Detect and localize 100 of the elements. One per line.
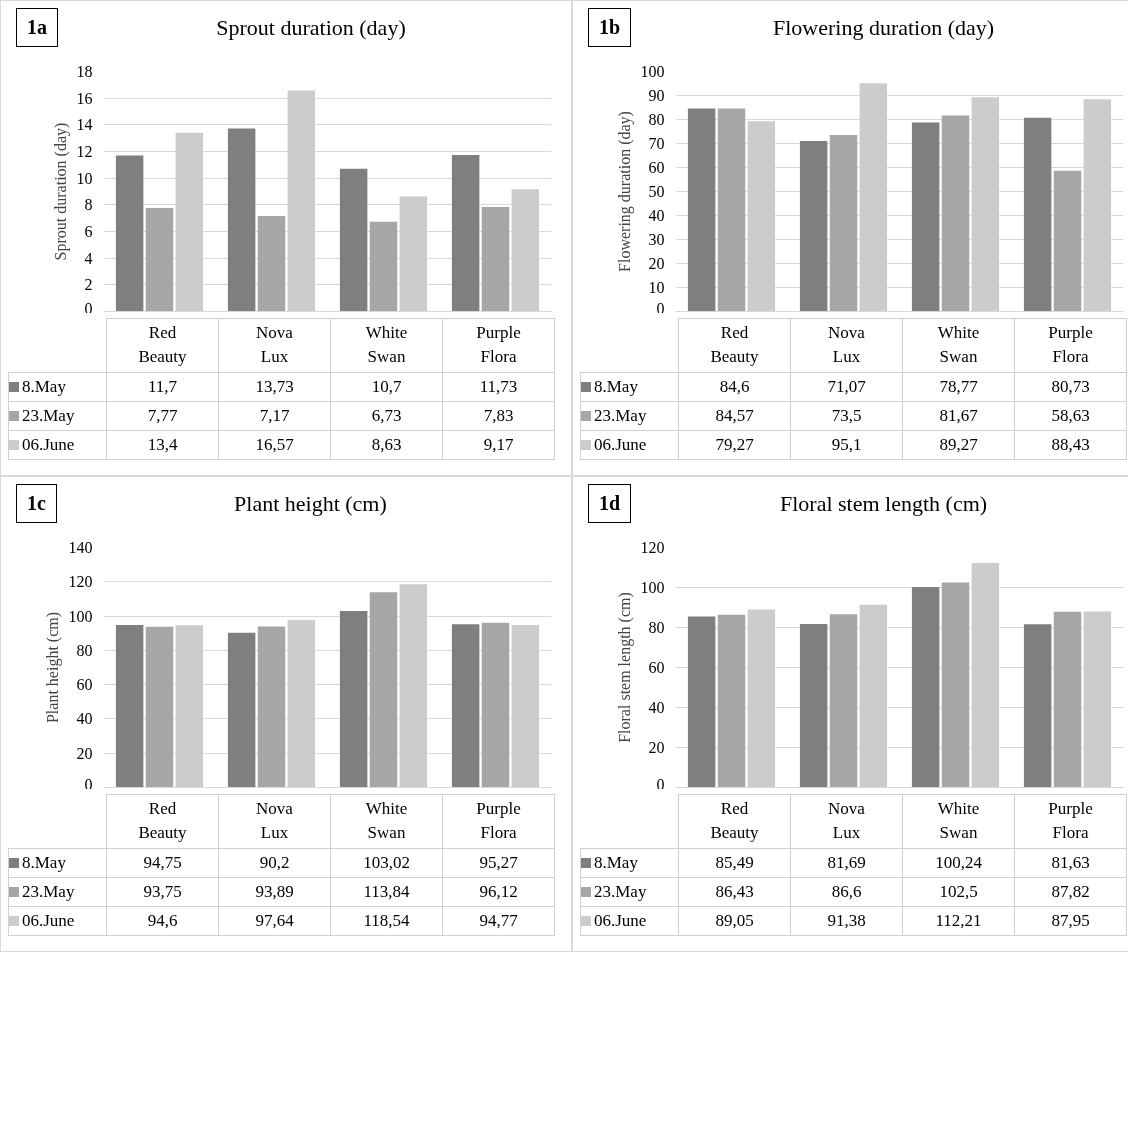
data-label: 112,21 (902, 906, 1015, 936)
data-label: 93,89 (218, 877, 331, 907)
bar (747, 609, 776, 788)
y-tick-label: 0 (656, 299, 665, 317)
category-label: Purple Flora (476, 323, 521, 367)
data-label: 84,6 (678, 372, 791, 402)
legend-label: 8.May (580, 848, 679, 878)
category-label: Red Beauty (138, 323, 187, 367)
category-label: Red Beauty (710, 323, 759, 367)
bar (1023, 117, 1052, 312)
data-label: 85,49 (678, 848, 791, 878)
y-tick-label: 40 (76, 710, 93, 728)
data-label: 89,05 (678, 906, 791, 936)
bar (799, 624, 828, 788)
category-label: White Swan (365, 799, 408, 843)
data-label: 118,54 (330, 906, 443, 936)
data-label: 113,84 (330, 877, 443, 907)
data-label: 89,27 (902, 430, 1015, 460)
chart-title: Flowering duration (day) (771, 13, 996, 42)
bar (339, 610, 368, 788)
y-tick-label: 16 (76, 89, 93, 107)
data-label: 7,17 (218, 401, 331, 431)
legend-label: 23.May (8, 401, 107, 431)
data-label: 80,73 (1014, 372, 1127, 402)
bar (145, 626, 174, 788)
bar (175, 625, 204, 788)
bar (799, 140, 828, 312)
data-label: 79,27 (678, 430, 791, 460)
bar (287, 90, 316, 312)
text: 1c (16, 484, 57, 523)
data-label: 81,63 (1014, 848, 1127, 878)
chart-title: Plant height (cm) (233, 489, 388, 518)
y-tick-label: 40 (648, 699, 665, 716)
y-tick-label: 60 (648, 159, 665, 176)
data-label: 73,5 (790, 401, 903, 431)
bar (911, 122, 940, 312)
category-label: Red Beauty (710, 799, 759, 843)
y-tick-label: 120 (640, 539, 665, 556)
data-label: 88,43 (1014, 430, 1127, 460)
category-label: White Swan (937, 323, 980, 367)
y-tick-label: 10 (648, 279, 665, 296)
bar (941, 582, 970, 788)
y-axis-title: Flowering duration (day) (615, 111, 634, 272)
bar (1053, 611, 1082, 788)
bar (829, 135, 858, 312)
bar (227, 128, 256, 312)
y-tick-label: 60 (648, 659, 665, 676)
data-label: 13,4 (106, 430, 219, 460)
data-label: 87,95 (1014, 906, 1127, 936)
y-tick-label: 2 (84, 276, 93, 294)
data-label: 71,07 (790, 372, 903, 402)
category-label: Purple Flora (476, 799, 521, 843)
data-label: 87,82 (1014, 877, 1127, 907)
category-label: White Swan (937, 799, 980, 843)
legend-label: 23.May (580, 877, 679, 907)
category-label: Red Beauty (138, 799, 187, 843)
text: 1d (588, 484, 632, 523)
data-label: 90,2 (218, 848, 331, 878)
y-tick-label: 0 (84, 299, 93, 317)
data-label: 86,6 (790, 877, 903, 907)
bar (511, 189, 540, 312)
data-label: 96,12 (442, 877, 555, 907)
bar (1083, 99, 1112, 312)
text: 1a (16, 8, 58, 47)
bar (747, 121, 776, 312)
data-label: 11,73 (442, 372, 555, 402)
category-label: Nova Lux (828, 799, 865, 843)
data-label: 16,57 (218, 430, 331, 460)
category-label: Purple Flora (1048, 799, 1093, 843)
bar (971, 97, 1000, 312)
bar (1083, 611, 1112, 788)
y-tick-label: 12 (76, 143, 93, 160)
y-tick-label: 50 (648, 183, 665, 200)
y-tick-label: 100 (640, 579, 665, 596)
data-label: 13,73 (218, 372, 331, 402)
data-label: 8,63 (330, 430, 443, 460)
data-label: 78,77 (902, 372, 1015, 402)
bar (145, 207, 174, 312)
bar (115, 155, 144, 312)
data-label: 10,7 (330, 372, 443, 402)
category-label: Nova Lux (256, 323, 293, 367)
y-tick-label: 120 (68, 573, 93, 591)
bar (257, 215, 286, 312)
data-label: 103,02 (330, 848, 443, 878)
bar (941, 115, 970, 312)
y-tick-label: 90 (648, 87, 665, 104)
data-label: 102,5 (902, 877, 1015, 907)
bar (971, 563, 1000, 788)
legend-label: 06.June (8, 430, 107, 460)
bar (175, 132, 204, 312)
y-axis-title: Floral stem length (cm) (615, 592, 634, 743)
y-tick-label: 10 (76, 169, 93, 187)
legend-label: 06.June (8, 906, 107, 936)
legend-label: 8.May (8, 848, 107, 878)
data-label: 97,64 (218, 906, 331, 936)
y-tick-label: 30 (648, 231, 665, 248)
data-label: 86,43 (678, 877, 791, 907)
y-tick-label: 8 (84, 196, 93, 214)
bar (481, 622, 510, 788)
y-tick-label: 18 (76, 63, 93, 80)
